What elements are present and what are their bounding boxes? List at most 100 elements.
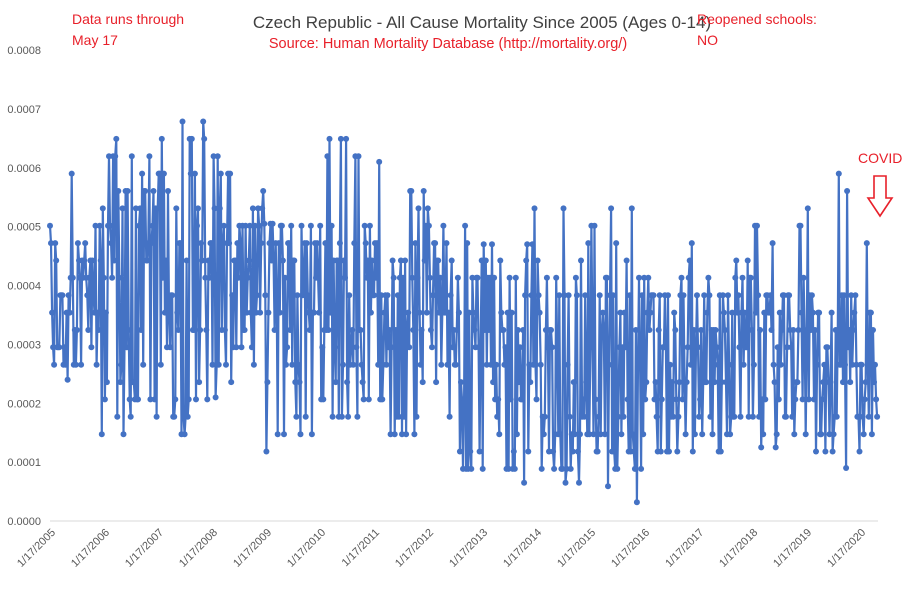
data-point xyxy=(737,413,744,420)
data-point xyxy=(703,379,710,386)
data-point xyxy=(704,309,711,316)
data-point xyxy=(773,431,780,438)
data-point xyxy=(319,344,326,351)
data-point xyxy=(684,344,691,351)
data-point xyxy=(520,327,527,333)
data-point xyxy=(93,361,100,368)
data-point xyxy=(221,327,228,333)
data-point xyxy=(712,327,719,333)
data-point xyxy=(95,327,102,333)
data-point xyxy=(551,465,558,472)
data-point xyxy=(151,396,158,403)
data-point xyxy=(513,431,520,438)
data-point xyxy=(497,257,504,264)
data-point xyxy=(711,379,718,386)
data-point xyxy=(614,465,621,472)
data-point xyxy=(666,448,672,455)
data-point xyxy=(842,361,848,368)
data-point xyxy=(115,188,122,194)
data-point xyxy=(600,327,607,333)
data-point xyxy=(185,396,192,403)
x-tick-label: 1/17/2013 xyxy=(447,527,490,570)
data-point xyxy=(50,344,57,351)
data-point xyxy=(850,327,857,333)
data-point xyxy=(411,431,418,438)
data-point xyxy=(109,274,116,281)
schools-note-line1: Reopened schools: xyxy=(697,11,817,27)
data-point xyxy=(820,379,827,386)
data-point xyxy=(138,327,145,333)
data-point xyxy=(288,222,295,229)
data-point xyxy=(691,431,698,438)
data-point xyxy=(641,274,648,281)
data-point xyxy=(118,361,125,368)
data-point xyxy=(822,448,829,455)
series-layer xyxy=(47,118,881,506)
data-point xyxy=(156,170,163,177)
data-point xyxy=(813,448,819,455)
data-point xyxy=(775,396,782,403)
data-point xyxy=(605,483,611,490)
data-point xyxy=(345,413,352,420)
data-point xyxy=(328,222,335,229)
data-point xyxy=(613,240,620,247)
data-point xyxy=(512,274,519,281)
data-point xyxy=(154,205,161,212)
data-point xyxy=(365,396,372,403)
data-point xyxy=(349,327,356,333)
data-point xyxy=(502,344,509,351)
data-point xyxy=(521,479,528,486)
data-point xyxy=(82,240,89,247)
data-point xyxy=(69,274,76,281)
data-point xyxy=(360,396,367,403)
data-point xyxy=(316,309,323,316)
data-point xyxy=(187,170,194,177)
data-point xyxy=(757,327,764,333)
data-point xyxy=(438,361,445,368)
data-point xyxy=(739,274,746,281)
data-point xyxy=(721,327,728,333)
data-point xyxy=(424,205,431,212)
data-point xyxy=(191,170,198,177)
data-point xyxy=(688,240,695,247)
data-point xyxy=(124,188,131,194)
data-point xyxy=(402,257,409,264)
data-point xyxy=(697,396,704,403)
data-point xyxy=(273,292,280,299)
data-point xyxy=(107,222,113,229)
data-point xyxy=(617,309,624,316)
data-point xyxy=(387,431,394,438)
data-point xyxy=(331,344,338,351)
data-point xyxy=(694,292,700,299)
data-point xyxy=(468,465,475,472)
data-point xyxy=(597,431,604,438)
data-point xyxy=(698,327,705,333)
data-point xyxy=(416,309,423,316)
data-point xyxy=(103,379,110,386)
data-point xyxy=(419,379,426,386)
data-point xyxy=(78,361,85,368)
data-point xyxy=(158,135,165,142)
data-point xyxy=(340,361,346,368)
data-point xyxy=(291,257,298,264)
data-point xyxy=(510,448,517,455)
data-point xyxy=(296,379,303,386)
data-point xyxy=(608,205,615,212)
data-point xyxy=(283,361,289,368)
data-point xyxy=(482,257,489,264)
data-point xyxy=(444,361,451,368)
data-point xyxy=(637,361,644,368)
data-point xyxy=(116,274,123,281)
data-point xyxy=(529,241,536,248)
data-point xyxy=(443,240,450,247)
data-point xyxy=(100,274,107,281)
data-point xyxy=(477,344,484,351)
data-point xyxy=(714,361,721,368)
data-point xyxy=(816,309,823,316)
data-point xyxy=(841,292,847,299)
covid-arrow xyxy=(866,175,894,218)
data-point xyxy=(194,222,200,229)
data-point xyxy=(792,396,799,403)
data-point xyxy=(378,292,385,299)
data-point xyxy=(851,309,858,316)
